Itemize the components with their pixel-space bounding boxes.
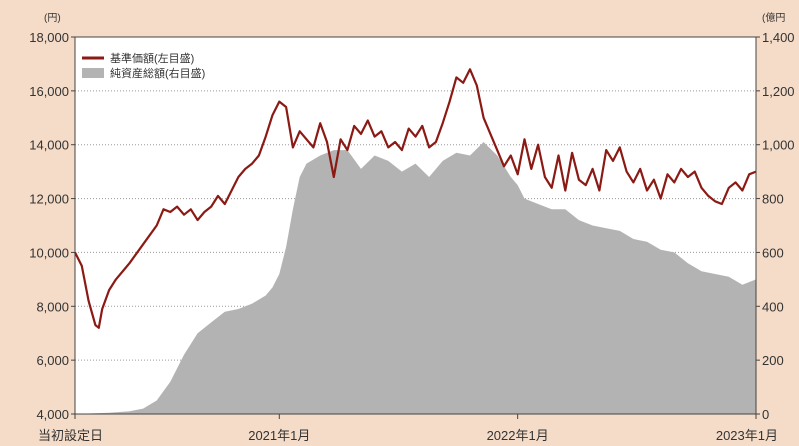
y-right-tick-label: 1,200 bbox=[762, 84, 795, 99]
left-unit-label: (円) bbox=[44, 13, 61, 24]
series-aum-area bbox=[75, 142, 756, 414]
y-left-tick-label: 16,000 bbox=[29, 84, 69, 99]
y-left-tick-label: 14,000 bbox=[29, 138, 69, 153]
y-left-tick-label: 4,000 bbox=[36, 407, 69, 422]
legend-area-swatch bbox=[82, 68, 104, 78]
right-unit-label: (億円 bbox=[762, 11, 785, 24]
series-nav-line bbox=[74, 68, 757, 329]
y-left-tick-label: 18,000 bbox=[29, 30, 69, 45]
legend-label-aum: 純資産総額(右目盛) bbox=[110, 66, 205, 80]
line-layer bbox=[74, 68, 757, 329]
x-tick-label: 当初設定日 bbox=[38, 428, 103, 443]
y-right-tick-label: 1,000 bbox=[762, 138, 795, 153]
area-layer bbox=[75, 142, 756, 414]
y-right-tick-label: 200 bbox=[762, 353, 784, 368]
x-tick-label: 2023年1月 bbox=[716, 428, 778, 443]
y-right-tick-label: 400 bbox=[762, 299, 784, 314]
legend-label-nav: 基準価額(左目盛) bbox=[110, 51, 194, 65]
y-right-tick-label: 1,400 bbox=[762, 30, 795, 45]
y-left-tick-label: 6,000 bbox=[36, 353, 69, 368]
x-tick-label: 2021年1月 bbox=[248, 428, 310, 443]
y-left-tick-label: 12,000 bbox=[29, 192, 69, 207]
y-right-tick-label: 800 bbox=[762, 192, 784, 207]
legend: 基準価額(左目盛) 純資産総額(右目盛) bbox=[82, 51, 205, 80]
y-right-tick-label: 600 bbox=[762, 245, 784, 260]
y-right-tick-label: 0 bbox=[762, 407, 769, 422]
x-tick-label: 2022年1月 bbox=[487, 428, 549, 443]
axis-layer: 4,000 6,000 8,000 10,000 12,000 14,000 16,000 1… bbox=[29, 30, 794, 443]
y-left-tick-label: 10,000 bbox=[29, 245, 69, 260]
y-left-tick-label: 8,000 bbox=[36, 299, 69, 314]
